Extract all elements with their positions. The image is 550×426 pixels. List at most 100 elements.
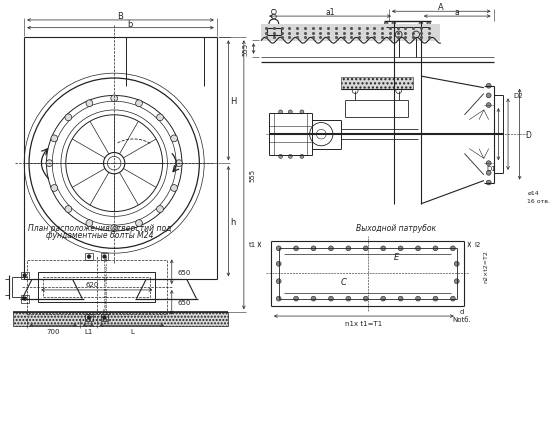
Text: Notб.: Notб. <box>452 316 471 322</box>
Circle shape <box>486 161 491 166</box>
Text: Базовая плоскость: Базовая плоскость <box>104 255 109 310</box>
Text: C: C <box>340 277 346 286</box>
Text: 650: 650 <box>178 269 191 275</box>
Text: L: L <box>130 328 134 334</box>
Circle shape <box>288 111 292 115</box>
Circle shape <box>364 296 368 301</box>
Circle shape <box>102 255 107 259</box>
Circle shape <box>175 161 183 167</box>
Text: H: H <box>230 97 236 106</box>
Text: ø14: ø14 <box>527 190 539 195</box>
Text: B: B <box>118 12 123 20</box>
Circle shape <box>433 296 438 301</box>
Bar <box>101 253 108 261</box>
Circle shape <box>294 296 299 301</box>
Bar <box>43 277 151 297</box>
Circle shape <box>136 220 142 227</box>
Text: D2: D2 <box>514 93 524 99</box>
Circle shape <box>86 101 93 107</box>
Text: 16 отв.: 16 отв. <box>527 199 550 204</box>
Text: b: b <box>128 20 133 29</box>
Circle shape <box>346 246 351 251</box>
Circle shape <box>276 296 281 301</box>
Circle shape <box>288 155 292 159</box>
Circle shape <box>279 111 283 115</box>
Text: фундаментные болты М24: фундаментные болты М24 <box>46 231 153 240</box>
Circle shape <box>102 316 107 320</box>
Bar <box>85 253 93 261</box>
Text: Выходной патрубок: Выходной патрубок <box>356 223 436 232</box>
Circle shape <box>454 262 459 267</box>
Text: a: a <box>455 8 460 17</box>
Circle shape <box>486 171 491 176</box>
Text: D: D <box>525 130 531 139</box>
Circle shape <box>398 296 403 301</box>
Circle shape <box>86 220 93 227</box>
Circle shape <box>300 155 304 159</box>
Circle shape <box>381 296 386 301</box>
Bar <box>21 295 29 303</box>
Circle shape <box>486 94 491 98</box>
Circle shape <box>450 246 455 251</box>
Text: 620: 620 <box>85 282 98 288</box>
Text: t1: t1 <box>249 242 256 248</box>
Circle shape <box>111 225 118 232</box>
Circle shape <box>170 135 178 142</box>
Circle shape <box>486 104 491 108</box>
Circle shape <box>23 297 26 301</box>
Circle shape <box>454 279 459 284</box>
Bar <box>101 314 108 322</box>
Bar <box>13 312 228 326</box>
Circle shape <box>46 161 53 167</box>
Text: E: E <box>394 252 399 261</box>
Circle shape <box>416 296 420 301</box>
Circle shape <box>364 246 368 251</box>
Circle shape <box>87 316 91 320</box>
Text: a1: a1 <box>325 8 335 17</box>
Text: h: h <box>230 217 236 226</box>
Circle shape <box>433 246 438 251</box>
Circle shape <box>23 274 26 278</box>
Circle shape <box>51 135 58 142</box>
Circle shape <box>384 23 388 27</box>
Circle shape <box>294 246 299 251</box>
Text: 555: 555 <box>243 43 249 56</box>
Circle shape <box>87 255 91 259</box>
Text: l2: l2 <box>474 242 480 248</box>
Circle shape <box>276 246 281 251</box>
Text: A: A <box>438 3 444 12</box>
Circle shape <box>111 96 118 103</box>
Bar <box>21 272 29 279</box>
Bar <box>261 25 441 42</box>
Text: План расположения отверстий под: План расположения отверстий под <box>28 223 172 232</box>
Bar <box>340 78 413 89</box>
Text: D1: D1 <box>487 166 497 172</box>
Bar <box>38 272 155 302</box>
Circle shape <box>300 111 304 115</box>
Circle shape <box>65 115 72 121</box>
Text: n1x t1=T1: n1x t1=T1 <box>345 320 382 326</box>
Text: 555: 555 <box>250 169 256 182</box>
Text: L1: L1 <box>84 328 92 334</box>
Circle shape <box>392 23 396 27</box>
Circle shape <box>328 246 333 251</box>
Circle shape <box>136 101 142 107</box>
Circle shape <box>398 246 403 251</box>
Circle shape <box>170 185 178 192</box>
Circle shape <box>450 296 455 301</box>
Circle shape <box>65 206 72 213</box>
Text: d: d <box>459 308 464 314</box>
Text: n2×t2=T2: n2×t2=T2 <box>483 250 488 282</box>
Circle shape <box>486 84 491 89</box>
Circle shape <box>419 23 423 27</box>
Circle shape <box>346 296 351 301</box>
Circle shape <box>416 246 420 251</box>
Circle shape <box>486 181 491 185</box>
Text: 650: 650 <box>178 299 191 305</box>
Circle shape <box>311 296 316 301</box>
Circle shape <box>157 206 163 213</box>
Circle shape <box>328 296 333 301</box>
Circle shape <box>381 246 386 251</box>
Circle shape <box>51 185 58 192</box>
Circle shape <box>157 115 163 121</box>
